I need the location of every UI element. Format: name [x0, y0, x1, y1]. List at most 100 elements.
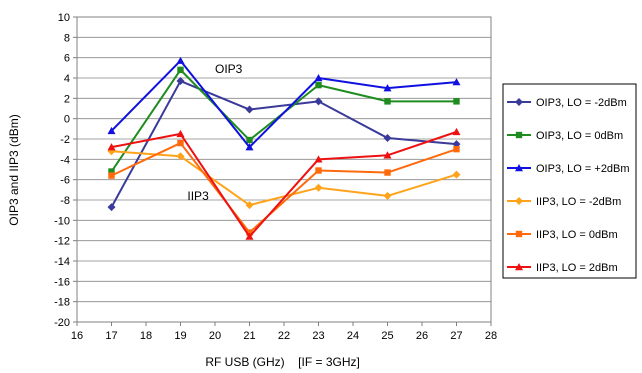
y-tick-label: -12 — [54, 236, 70, 248]
data-point — [314, 74, 323, 82]
y-tick-label: 0 — [64, 114, 70, 126]
data-point — [176, 152, 185, 161]
x-tick-label: 17 — [105, 330, 117, 342]
legend-label: OIP3, LO = 0dBm — [536, 130, 623, 142]
data-point — [515, 164, 523, 172]
y-tick-label: 10 — [58, 12, 70, 24]
x-tick-label: 21 — [243, 330, 255, 342]
x-tick-label: 27 — [450, 330, 462, 342]
data-point — [383, 133, 392, 142]
data-point — [384, 169, 391, 176]
series — [108, 66, 460, 175]
data-point — [515, 197, 523, 205]
data-point — [515, 98, 523, 106]
y-tick-label: -6 — [60, 175, 70, 187]
data-point — [315, 81, 322, 89]
series-line — [110, 68, 457, 173]
plot-area — [76, 16, 492, 323]
data-point — [108, 172, 115, 179]
data-point — [107, 143, 116, 151]
data-point — [452, 127, 461, 136]
series-line — [111, 150, 457, 207]
x-tick-label: 23 — [312, 330, 324, 342]
legend-item: IIP3, LO = 2dBm — [507, 262, 618, 274]
data-point — [245, 201, 254, 210]
x-tick-label: 22 — [278, 330, 290, 342]
legend-label: IIP3, LO = -2dBm — [536, 196, 621, 208]
y-tick-label: -4 — [60, 154, 70, 166]
x-tick-label: 26 — [416, 330, 428, 342]
x-tick-label: 25 — [381, 330, 393, 342]
y-tick-label: -14 — [54, 256, 70, 268]
data-point — [177, 66, 184, 74]
y-tick-label: -10 — [54, 215, 70, 227]
legend-label: OIP3, LO = +2dBm — [536, 163, 630, 175]
x-tick-label: 24 — [347, 330, 359, 342]
legend-item: IIP3, LO = 0dBm — [507, 229, 618, 241]
series — [107, 77, 461, 212]
series-line — [111, 130, 457, 238]
y-tick-label: 8 — [64, 32, 70, 44]
data-point — [452, 78, 461, 86]
x-axis-note: [IF = 3GHz] — [298, 355, 360, 369]
y-tick-label: 6 — [64, 53, 70, 65]
x-tick-label: 18 — [140, 330, 152, 342]
series-line — [110, 80, 457, 208]
legend-item: IIP3, LO = -2dBm — [507, 196, 621, 208]
data-point — [453, 98, 460, 105]
grid — [77, 16, 491, 323]
legend-box — [502, 83, 637, 279]
data-point — [384, 98, 391, 105]
data-point — [176, 77, 185, 86]
data-point — [246, 136, 253, 144]
y-axis-title: OIP3 and IIP3 (dBm) — [7, 114, 21, 225]
data-point — [176, 56, 185, 64]
x-tick-label: 28 — [485, 330, 497, 342]
legend: OIP3, LO = -2dBm OIP3, LO = 0dBm OIP3, LO … — [502, 83, 637, 279]
series-group — [107, 56, 461, 240]
data-point — [515, 131, 523, 139]
x-tick-label: 19 — [174, 330, 186, 342]
data-point — [107, 203, 116, 212]
annotation-label: OIP3 — [215, 62, 243, 76]
data-point — [107, 126, 116, 135]
y-tick-label: 2 — [64, 93, 70, 105]
data-point — [452, 170, 461, 179]
data-point — [245, 232, 254, 240]
data-point — [314, 97, 323, 106]
y-tick-label: -20 — [54, 317, 70, 329]
annotations: OIP3 IIP3 — [187, 62, 242, 203]
series — [108, 139, 460, 236]
data-point — [245, 105, 254, 114]
y-tick-label: -18 — [54, 297, 70, 309]
data-point — [108, 168, 115, 175]
data-point — [515, 263, 523, 271]
data-point — [453, 145, 460, 153]
legend-label: IIP3, LO = 0dBm — [536, 229, 618, 241]
series-line — [111, 142, 457, 234]
legend-item: OIP3, LO = +2dBm — [507, 163, 630, 175]
y-tick-label: -16 — [54, 276, 70, 288]
data-point — [314, 155, 323, 163]
data-point — [177, 139, 184, 147]
data-point — [176, 129, 185, 138]
annotation-label: IIP3 — [187, 189, 209, 203]
legend-item: OIP3, LO = 0dBm — [507, 130, 623, 142]
series — [107, 56, 461, 151]
data-point — [246, 229, 253, 236]
data-point — [383, 84, 392, 92]
data-point — [315, 167, 322, 174]
x-tick-label: 16 — [71, 330, 83, 342]
data-point — [383, 191, 392, 200]
series-line — [110, 59, 457, 149]
series — [107, 127, 461, 240]
series — [107, 147, 461, 210]
legend-label: IIP3, LO = 2dBm — [536, 262, 618, 274]
data-point — [245, 143, 254, 151]
data-point — [314, 183, 323, 192]
data-point — [515, 230, 523, 238]
x-axis-title: RF USB (GHz) — [205, 355, 284, 369]
